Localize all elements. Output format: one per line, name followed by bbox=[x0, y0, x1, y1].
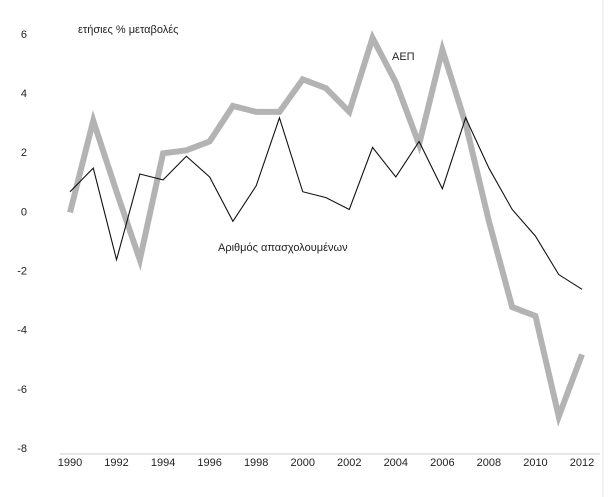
x-tick-label: 2006 bbox=[430, 457, 454, 469]
y-tick-label: 2 bbox=[21, 147, 27, 159]
y-tick-label: -2 bbox=[17, 265, 27, 277]
x-tick-label: 1992 bbox=[104, 457, 128, 469]
x-tick-label: 1994 bbox=[151, 457, 175, 469]
y-tick-label: 4 bbox=[21, 88, 27, 100]
x-tick-label: 2010 bbox=[523, 457, 547, 469]
y-tick-label: 6 bbox=[21, 29, 27, 41]
series-line bbox=[69, 116, 583, 290]
x-tick-label: 2008 bbox=[477, 457, 501, 469]
y-tick-label: -4 bbox=[17, 325, 27, 337]
series-line bbox=[67, 30, 585, 427]
x-tick-label: 1998 bbox=[244, 457, 268, 469]
y-tick-label: -6 bbox=[17, 384, 27, 396]
y-axis-label: ετήσιες % μεταβολές bbox=[78, 24, 178, 36]
y-tick-label: -8 bbox=[17, 443, 27, 455]
x-tick-label: 2012 bbox=[570, 457, 594, 469]
x-tick-label: 2002 bbox=[337, 457, 361, 469]
y-tick-label: 0 bbox=[21, 206, 27, 218]
series-label: Αριθμός απασχολουμένων bbox=[218, 242, 348, 254]
series-label: ΑΕΠ bbox=[392, 51, 415, 63]
x-tick-label: 2000 bbox=[290, 457, 314, 469]
x-tick-label: 1990 bbox=[58, 457, 82, 469]
x-tick-label: 2004 bbox=[384, 457, 408, 469]
x-tick-label: 1996 bbox=[197, 457, 221, 469]
